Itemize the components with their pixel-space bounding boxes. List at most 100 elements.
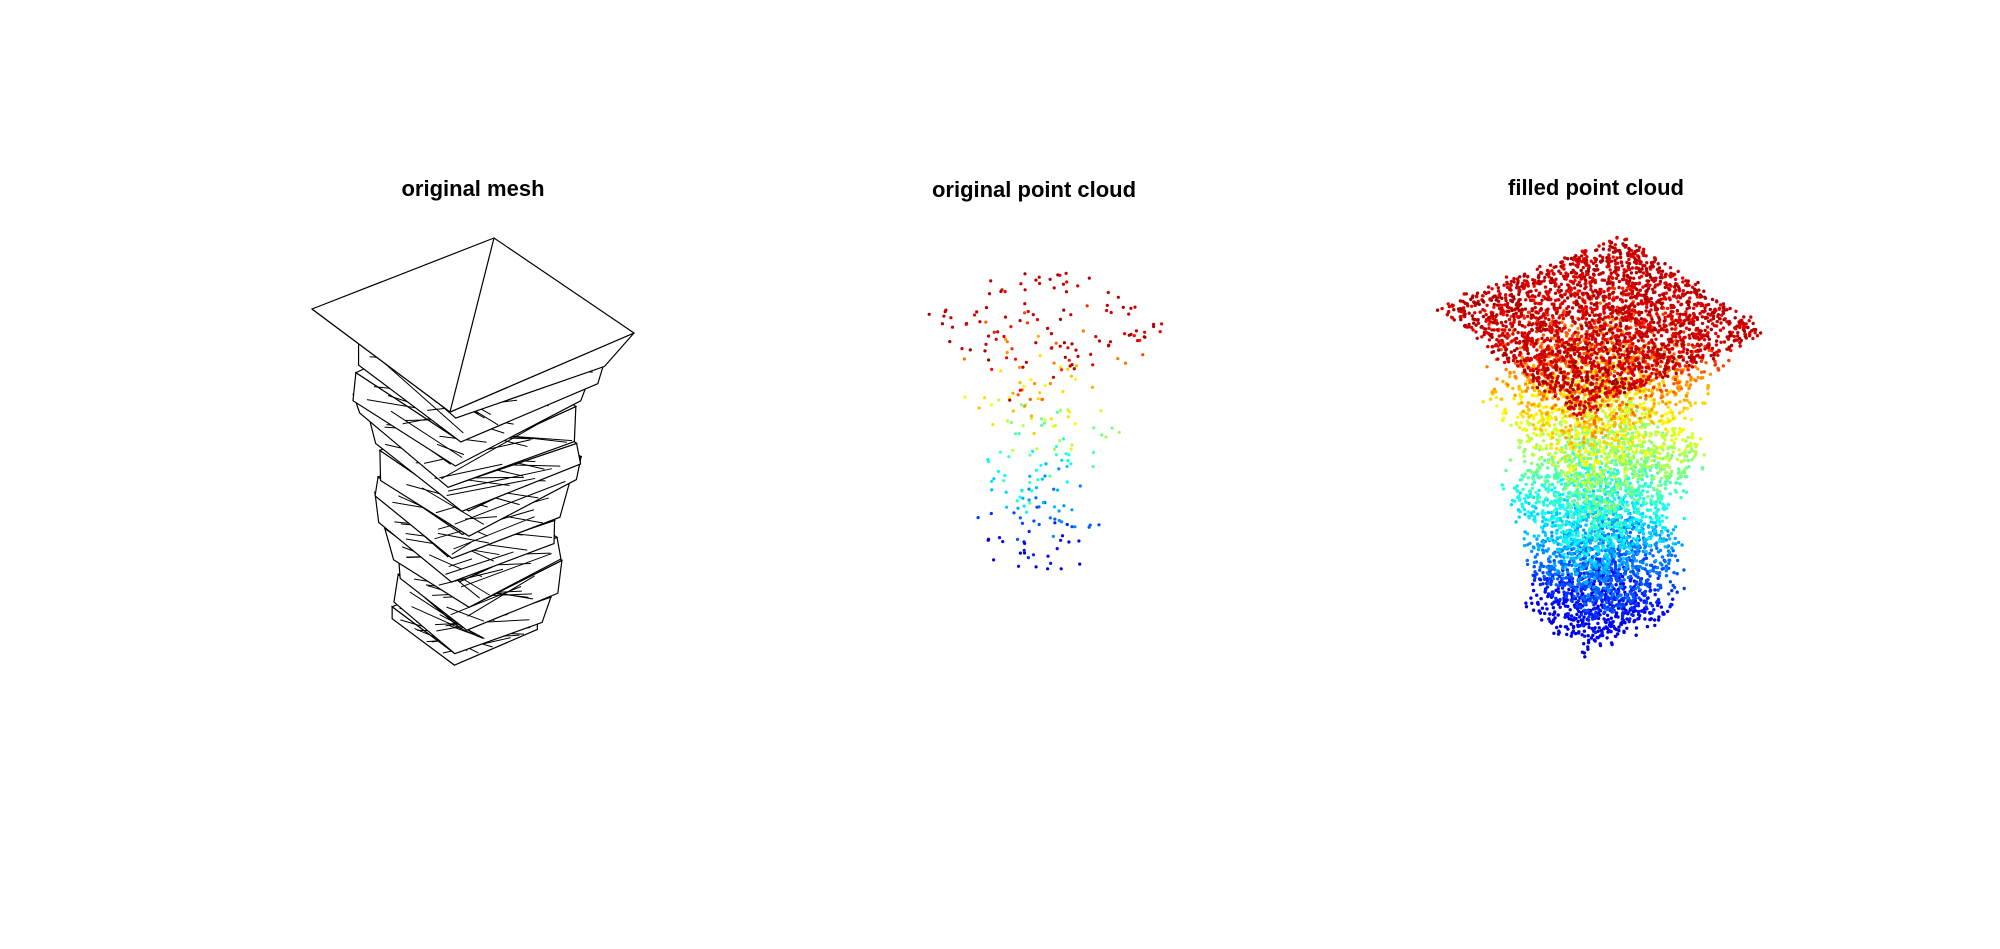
cloud-point: [1545, 405, 1549, 409]
cloud-point: [1616, 486, 1621, 490]
cloud-point: [1658, 456, 1663, 461]
cloud-point: [1034, 565, 1038, 569]
cloud-point: [1544, 412, 1549, 416]
cloud-point: [1595, 530, 1599, 535]
cloud-point: [1661, 502, 1665, 506]
cloud-point: [1582, 463, 1587, 467]
cloud-point: [1591, 434, 1595, 438]
cloud-point: [1596, 526, 1600, 530]
cloud-point: [1531, 582, 1535, 586]
cloud-point: [1583, 594, 1588, 598]
cloud-point: [1619, 524, 1623, 528]
cloud-point: [1054, 453, 1058, 457]
cloud-point: [1025, 510, 1029, 514]
cloud-point: [950, 325, 955, 329]
cloud-point: [1616, 604, 1620, 608]
cloud-point: [1054, 341, 1058, 345]
cloud-point: [1158, 330, 1162, 334]
cloud-point: [1660, 444, 1665, 449]
cloud-point: [1029, 414, 1034, 418]
cloud-point: [1578, 512, 1582, 516]
cloud-point: [1615, 529, 1619, 533]
cloud-point: [1605, 538, 1609, 542]
cloud-point: [1036, 397, 1040, 401]
cloud-point: [1573, 543, 1577, 547]
cloud-point: [1034, 341, 1038, 345]
cloud-point: [1613, 535, 1617, 540]
cloud-point: [1651, 486, 1656, 490]
cloud-point: [1647, 531, 1652, 535]
cloud-point: [1561, 563, 1565, 568]
cloud-point: [1678, 482, 1682, 486]
cloud-point: [1605, 441, 1609, 445]
cloud-point: [1593, 430, 1597, 435]
cloud-point: [1636, 551, 1640, 556]
cloud-point: [1554, 583, 1559, 587]
cloud-point: [1023, 272, 1027, 276]
cloud-point: [1052, 447, 1057, 451]
cloud-point: [1141, 353, 1145, 357]
cloud-point: [1545, 421, 1549, 425]
cloud-point: [1570, 458, 1575, 462]
cloud-point: [1583, 393, 1587, 397]
cloud-point: [1048, 516, 1052, 520]
mesh-edge: [447, 468, 552, 492]
cloud-point: [1623, 572, 1627, 576]
cloud-point: [1682, 330, 1686, 334]
cloud-point: [1653, 588, 1657, 592]
cloud-point: [1578, 516, 1582, 520]
cloud-point: [1672, 444, 1676, 448]
cloud-point: [1578, 547, 1583, 552]
cloud-point: [1614, 611, 1619, 615]
cloud-point: [999, 369, 1003, 373]
cloud-point: [1600, 599, 1604, 604]
cloud-point: [1579, 571, 1583, 576]
cloud-point: [1665, 392, 1669, 397]
cloud-point: [1592, 418, 1597, 423]
cloud-point: [1594, 537, 1598, 541]
cloud-point: [1611, 528, 1616, 532]
cloud-point: [1653, 623, 1657, 628]
cloud-point: [1546, 547, 1551, 551]
cloud-point: [1607, 628, 1611, 633]
cloud-point: [1610, 341, 1615, 345]
cloud-point: [1577, 609, 1581, 614]
cloud-point: [1573, 437, 1578, 441]
cloud-point: [1670, 546, 1674, 550]
cloud-point: [1687, 373, 1691, 377]
cloud-point: [1534, 490, 1538, 494]
cloud-point: [944, 308, 948, 312]
cloud-point: [1521, 409, 1525, 413]
cloud-point: [1520, 390, 1525, 394]
cloud-point: [1577, 599, 1581, 603]
cloud-point: [1009, 325, 1013, 329]
cloud-point: [987, 358, 991, 362]
cloud-point: [1549, 443, 1554, 447]
cloud-point: [1034, 496, 1038, 500]
cloud-point: [1533, 570, 1537, 574]
cloud-point: [1582, 351, 1586, 356]
cloud-point: [1654, 433, 1658, 437]
cloud-point: [1612, 525, 1616, 529]
cloud-point: [1652, 618, 1657, 622]
cloud-point: [1659, 388, 1663, 392]
cloud-point: [1061, 437, 1066, 441]
cloud-point: [1561, 487, 1566, 492]
cloud-point: [1022, 504, 1026, 508]
cloud-point: [1057, 518, 1061, 523]
cloud-point: [1567, 470, 1572, 475]
cloud-point: [1594, 560, 1598, 564]
cloud-point: [1578, 490, 1582, 494]
cloud-point: [1652, 529, 1657, 533]
cloud-point: [1551, 520, 1555, 525]
cloud-point: [1690, 458, 1694, 462]
cloud-point: [1587, 615, 1591, 619]
cloud-point: [1542, 458, 1547, 463]
cloud-point: [1550, 482, 1555, 487]
cloud-point: [1550, 410, 1554, 414]
cloud-point: [1538, 444, 1542, 449]
cloud-point: [1582, 597, 1587, 602]
cloud-point: [1018, 381, 1022, 385]
mesh-plot: [310, 237, 636, 666]
